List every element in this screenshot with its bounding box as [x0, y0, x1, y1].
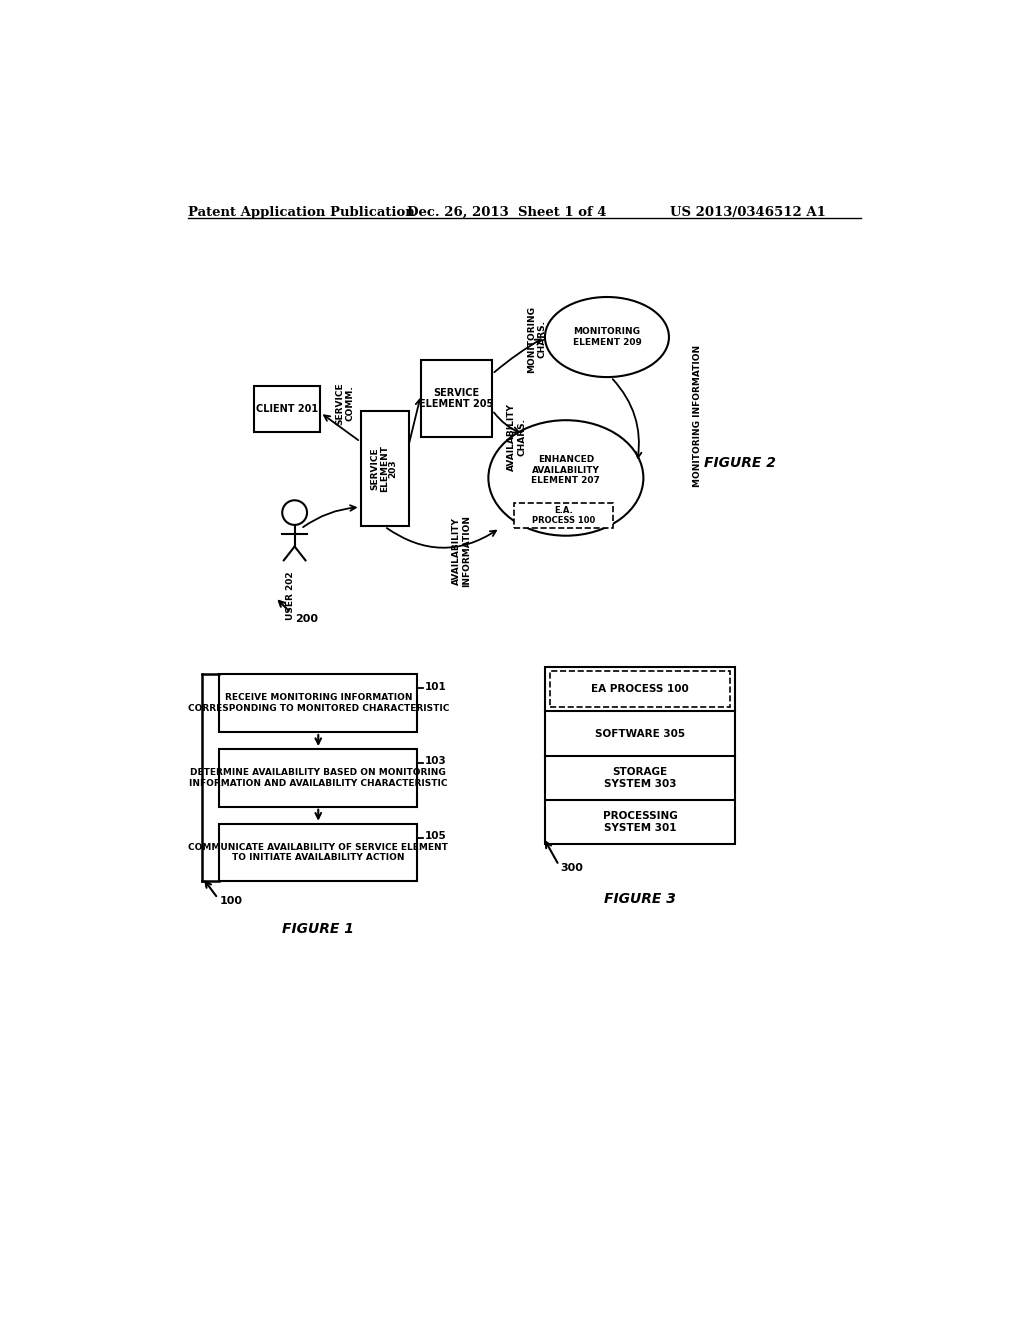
Text: MONITORING
CHARS.: MONITORING CHARS. [526, 306, 546, 372]
Text: E.A.
PROCESS 100: E.A. PROCESS 100 [531, 506, 595, 525]
FancyBboxPatch shape [219, 675, 417, 733]
Text: MONITORING
ELEMENT 209: MONITORING ELEMENT 209 [572, 327, 641, 347]
Text: AVAILABILITY
CHARS.: AVAILABILITY CHARS. [507, 403, 526, 471]
Text: 203: 203 [388, 459, 396, 478]
Text: RECEIVE MONITORING INFORMATION
CORRESPONDING TO MONITORED CHARACTERISTIC: RECEIVE MONITORING INFORMATION CORRESPON… [187, 693, 449, 713]
Text: CLIENT 201: CLIENT 201 [256, 404, 317, 413]
FancyBboxPatch shape [360, 411, 409, 527]
Text: 105: 105 [425, 832, 446, 841]
Text: SERVICE
COMM.: SERVICE COMM. [335, 381, 354, 425]
FancyBboxPatch shape [421, 360, 493, 437]
Text: EA PROCESS 100: EA PROCESS 100 [591, 684, 689, 694]
Text: SOFTWARE 305: SOFTWARE 305 [595, 729, 685, 739]
Text: 100: 100 [219, 896, 243, 907]
Text: 101: 101 [425, 681, 446, 692]
FancyBboxPatch shape [219, 748, 417, 807]
FancyBboxPatch shape [514, 503, 613, 528]
FancyBboxPatch shape [550, 671, 730, 706]
Text: PROCESSING
SYSTEM 301: PROCESSING SYSTEM 301 [602, 810, 677, 833]
Text: DETERMINE AVAILABILITY BASED ON MONITORING
INFORMATION AND AVAILABILITY CHARACTE: DETERMINE AVAILABILITY BASED ON MONITORI… [189, 768, 447, 788]
FancyBboxPatch shape [545, 667, 735, 843]
Text: FIGURE 2: FIGURE 2 [705, 455, 776, 470]
Text: MONITORING INFORMATION: MONITORING INFORMATION [693, 346, 702, 487]
Text: 200: 200 [295, 614, 317, 624]
Text: FIGURE 3: FIGURE 3 [604, 892, 676, 906]
Text: SERVICE
ELEMENT 205: SERVICE ELEMENT 205 [420, 388, 494, 409]
Text: USER 202: USER 202 [287, 572, 295, 620]
FancyBboxPatch shape [219, 824, 417, 882]
Text: STORAGE
SYSTEM 303: STORAGE SYSTEM 303 [603, 767, 676, 788]
Text: 300: 300 [560, 863, 584, 874]
Text: 103: 103 [425, 756, 446, 767]
Text: COMMUNICATE AVAILABILITY OF SERVICE ELEMENT
TO INITIATE AVAILABILITY ACTION: COMMUNICATE AVAILABILITY OF SERVICE ELEM… [188, 843, 449, 862]
Text: US 2013/0346512 A1: US 2013/0346512 A1 [671, 206, 826, 219]
Text: AVAILABILITY
INFORMATION: AVAILABILITY INFORMATION [452, 515, 471, 587]
Text: SERVICE
ELEMENT: SERVICE ELEMENT [370, 445, 389, 492]
Text: FIGURE 1: FIGURE 1 [282, 923, 354, 936]
Text: ENHANCED
AVAILABILITY
ELEMENT 207: ENHANCED AVAILABILITY ELEMENT 207 [531, 455, 600, 486]
Text: Dec. 26, 2013  Sheet 1 of 4: Dec. 26, 2013 Sheet 1 of 4 [407, 206, 606, 219]
Text: Patent Application Publication: Patent Application Publication [188, 206, 415, 219]
FancyBboxPatch shape [254, 385, 321, 432]
